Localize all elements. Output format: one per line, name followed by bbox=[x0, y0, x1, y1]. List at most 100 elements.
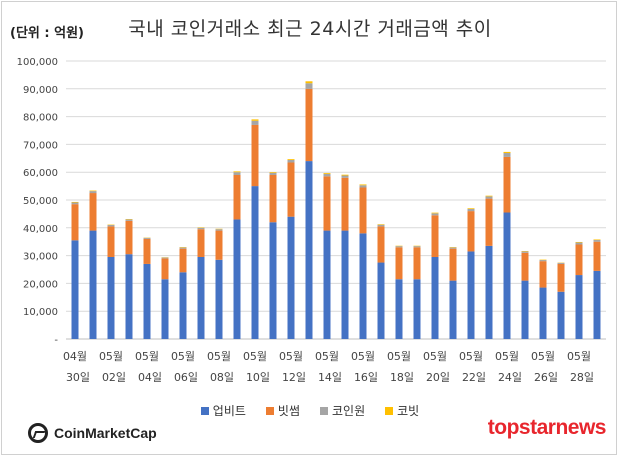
bar-segment-bithumb bbox=[485, 198, 493, 246]
bar-segment-bithumb bbox=[161, 258, 169, 280]
bar-segment-coinone bbox=[251, 120, 259, 125]
bar-segment-coinone bbox=[107, 225, 115, 227]
bar-segment-bithumb bbox=[359, 187, 367, 234]
bar-segment-coinone bbox=[125, 219, 133, 221]
y-tick-label: 40,000 bbox=[23, 224, 58, 235]
bar-segment-coinone bbox=[287, 159, 295, 163]
bar-segment-korbit bbox=[71, 201, 79, 203]
legend-label: 코인원 bbox=[332, 404, 366, 418]
bar-segment-korbit bbox=[323, 173, 331, 174]
y-tick-label: 30,000 bbox=[23, 252, 58, 263]
bar-segment-coinone bbox=[323, 173, 331, 177]
bar-segment-bithumb bbox=[341, 177, 349, 231]
legend-swatch bbox=[200, 406, 209, 415]
bar-segment-upbit bbox=[593, 270, 601, 339]
y-tick-label: - bbox=[54, 335, 58, 346]
bar-segment-upbit bbox=[413, 279, 421, 339]
x-tick-label-month: 05월 bbox=[531, 350, 555, 363]
bar-segment-bithumb bbox=[521, 252, 529, 281]
x-tick-label-month: 05월 bbox=[315, 350, 339, 363]
bar-segment-upbit bbox=[323, 230, 331, 339]
bar-segment-bithumb bbox=[107, 226, 115, 257]
bar-segment-korbit bbox=[431, 212, 439, 214]
chart-title: 국내 코인거래소 최근 24시간 거래금액 추이 bbox=[128, 18, 492, 40]
bar-segment-bithumb bbox=[413, 247, 421, 280]
bar-segment-bithumb bbox=[179, 248, 187, 273]
x-tick-label-day: 30일 bbox=[66, 370, 90, 384]
legend: 업비트 빗썸 코인원 코빗 bbox=[0, 402, 620, 419]
x-tick-label-month: 05월 bbox=[243, 350, 267, 363]
x-tick-label-month: 04월 bbox=[63, 350, 87, 363]
bar-segment-korbit bbox=[503, 151, 511, 154]
x-tick-label-day: 22일 bbox=[462, 370, 486, 384]
topstarnews-wordmark-a: topstar bbox=[487, 416, 556, 439]
bar-segment-upbit bbox=[557, 291, 565, 339]
bar-segment-upbit bbox=[359, 233, 367, 339]
coinmarketcap-icon bbox=[28, 423, 48, 443]
bar-segment-bithumb bbox=[431, 215, 439, 257]
x-tick-label-month: 05월 bbox=[351, 350, 375, 363]
y-tick-label: 10,000 bbox=[23, 307, 58, 318]
x-tick-label-day: 06일 bbox=[174, 370, 198, 384]
bar-segment-coinone bbox=[467, 208, 475, 212]
y-tick-label: 90,000 bbox=[23, 85, 58, 96]
bar-segment-coinone bbox=[503, 153, 511, 157]
bar-segment-coinone bbox=[197, 227, 205, 230]
x-tick-label-day: 04일 bbox=[138, 370, 162, 384]
x-tick-label-month: 05월 bbox=[423, 350, 447, 363]
bar-segment-bithumb bbox=[233, 174, 241, 220]
bar-segment-upbit bbox=[485, 245, 493, 339]
bar-segment-coinone bbox=[341, 175, 349, 178]
bar-segment-bithumb bbox=[557, 263, 565, 292]
bar-segment-korbit bbox=[485, 195, 493, 197]
bar-segment-bithumb bbox=[575, 244, 583, 276]
bar-segment-upbit bbox=[269, 222, 277, 339]
bar-segment-bithumb bbox=[197, 229, 205, 257]
x-tick-label-month: 05월 bbox=[567, 350, 591, 363]
bar-segment-coinone bbox=[359, 185, 367, 188]
bar-segment-coinone bbox=[89, 191, 97, 194]
bar-segment-bithumb bbox=[305, 88, 313, 162]
bar-segment-coinone bbox=[395, 246, 403, 248]
bar-segment-bithumb bbox=[215, 230, 223, 260]
bar-segment-bithumb bbox=[539, 261, 547, 288]
bar-segment-upbit bbox=[71, 240, 79, 339]
bar-segment-upbit bbox=[521, 280, 529, 339]
bar-segment-upbit bbox=[395, 279, 403, 339]
bar-segment-coinone bbox=[557, 262, 565, 264]
bar-segment-bithumb bbox=[251, 124, 259, 187]
y-tick-label: 100,000 bbox=[17, 57, 58, 68]
x-tick-label-day: 26일 bbox=[534, 370, 558, 384]
bar-segment-bithumb bbox=[71, 204, 79, 241]
bar-segment-bithumb bbox=[287, 162, 295, 217]
bar-segment-korbit bbox=[593, 239, 601, 241]
bar-segment-coinone bbox=[269, 172, 277, 175]
bar-segment-korbit bbox=[251, 119, 259, 121]
bar-segment-bithumb bbox=[467, 211, 475, 252]
bar-segment-coinone bbox=[449, 247, 457, 249]
bar-segment-bithumb bbox=[503, 156, 511, 213]
x-tick-label-day: 14일 bbox=[318, 370, 342, 384]
bar-segment-bithumb bbox=[449, 248, 457, 281]
bar-segment-coinone bbox=[143, 237, 151, 239]
bar-segment-coinone bbox=[305, 83, 313, 89]
bar-segment-coinone bbox=[179, 247, 187, 249]
x-tick-label-day: 20일 bbox=[426, 370, 450, 384]
bar-segment-upbit bbox=[575, 275, 583, 339]
x-tick-label-month: 05월 bbox=[279, 350, 303, 363]
bar-segment-upbit bbox=[107, 256, 115, 339]
bar-segment-coinone bbox=[539, 260, 547, 262]
y-tick-label: 50,000 bbox=[23, 196, 58, 207]
x-tick-label-day: 16일 bbox=[354, 370, 378, 384]
x-tick-label-day: 08일 bbox=[210, 370, 234, 384]
y-tick-label: 70,000 bbox=[23, 140, 58, 151]
bar-segment-upbit bbox=[179, 272, 187, 339]
coinmarketcap-wordmark: CoinMarketCap bbox=[54, 425, 157, 441]
bar-segment-upbit bbox=[251, 186, 259, 339]
bar-segment-upbit bbox=[341, 230, 349, 339]
legend-swatch bbox=[320, 406, 328, 415]
y-tick-label: 60,000 bbox=[23, 168, 58, 179]
bar-segment-upbit bbox=[161, 279, 169, 339]
x-tick-label-day: 28일 bbox=[570, 370, 594, 384]
legend-label: 업비트 bbox=[212, 404, 246, 418]
